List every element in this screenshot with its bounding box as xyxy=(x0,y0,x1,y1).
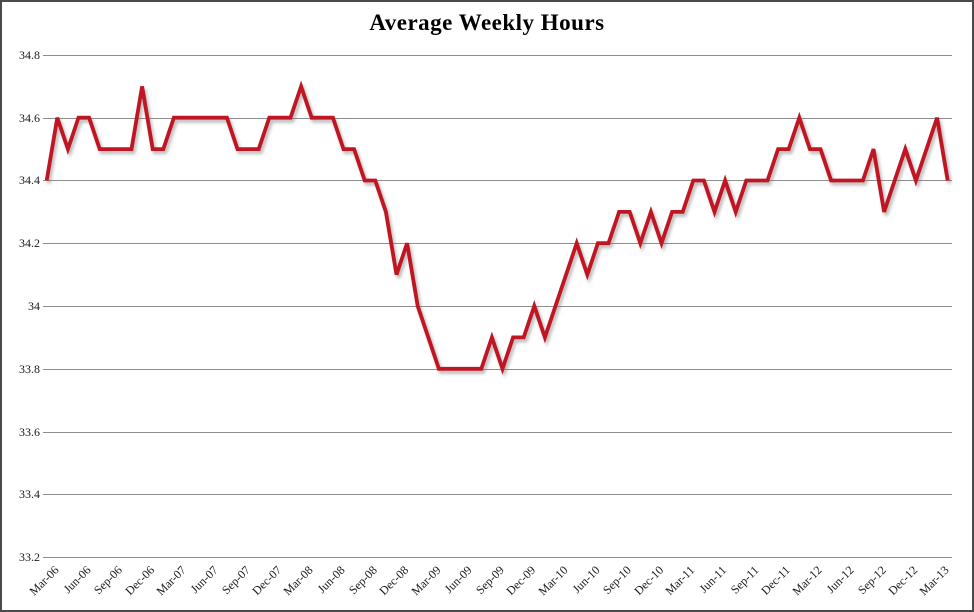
y-tick-label: 34 xyxy=(28,298,40,313)
y-tick-label: 34.2 xyxy=(19,235,40,250)
y-tick-label: 33.2 xyxy=(19,549,40,564)
y-tick-label: 34.6 xyxy=(19,110,40,125)
line-series-average-weekly-hours xyxy=(44,80,950,375)
y-tick-label: 33.4 xyxy=(19,486,40,501)
y-tick-label: 33.6 xyxy=(19,424,40,439)
y-tick-label: 33.8 xyxy=(19,361,40,376)
y-tick-label: 34.8 xyxy=(19,47,40,62)
chart-title: Average Weekly Hours xyxy=(369,10,605,35)
y-tick-label: 34.4 xyxy=(19,172,40,187)
